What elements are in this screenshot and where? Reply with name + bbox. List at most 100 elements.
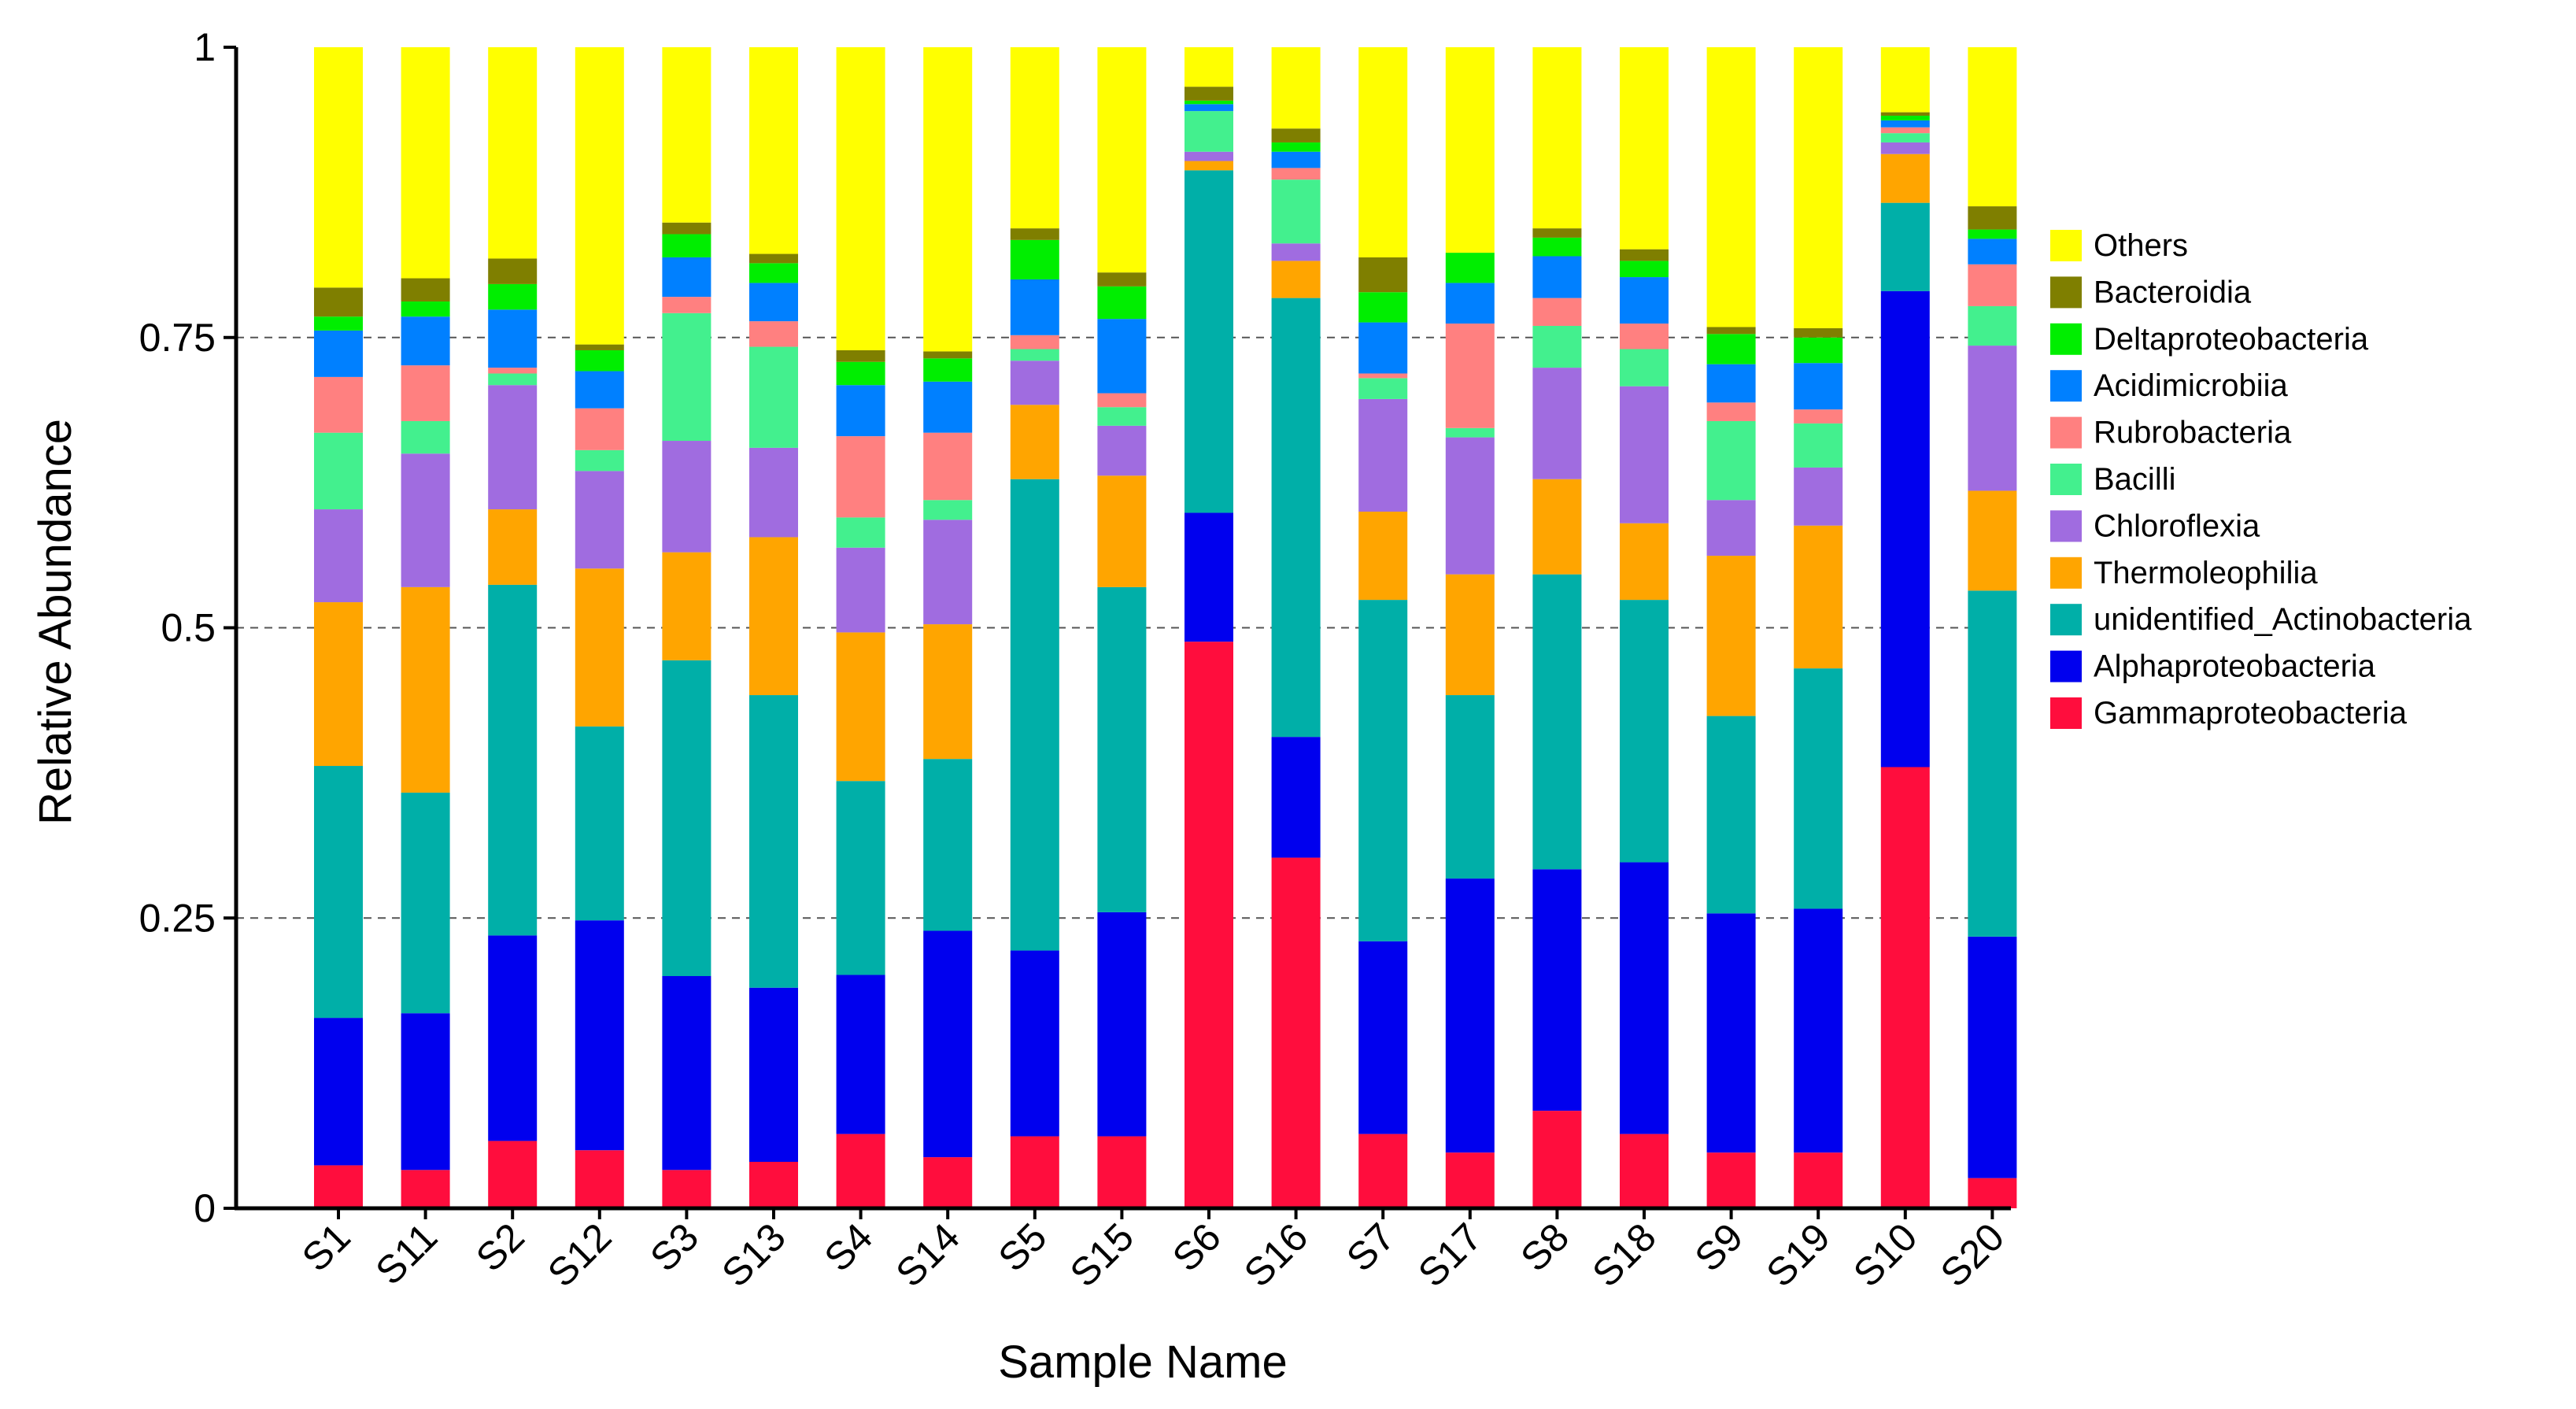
y-axis-title: Relative Abundance bbox=[30, 419, 81, 825]
x-tick-label-S10: S10 bbox=[1845, 1215, 1926, 1296]
bar-segment-S17-deltaproteobacteria bbox=[1445, 253, 1495, 283]
bar-segment-S7-gammaproteobacteria bbox=[1358, 1133, 1408, 1208]
bar-segment-S9-others bbox=[1706, 47, 1756, 327]
bar-segment-S18-rubrobacteria bbox=[1620, 324, 1669, 349]
bar-segment-S6-thermoleophilia bbox=[1185, 161, 1233, 171]
x-tick-label-S3: S3 bbox=[641, 1215, 707, 1280]
bar-segment-S8-bacilli bbox=[1532, 326, 1582, 368]
bar-segment-S5-thermoleophilia bbox=[1010, 405, 1059, 479]
bar-segment-S20-others bbox=[1968, 47, 2017, 207]
bar-stack-S20 bbox=[1968, 47, 2017, 1208]
legend-item-gammaproteobacteria: Gammaproteobacteria bbox=[2050, 696, 2408, 730]
bar-segment-S1-alphaproteobacteria bbox=[314, 1018, 363, 1166]
bar-segment-S17-gammaproteobacteria bbox=[1445, 1152, 1495, 1208]
bar-segment-S14-gammaproteobacteria bbox=[923, 1157, 973, 1208]
bar-segment-S15-alphaproteobacteria bbox=[1097, 912, 1147, 1137]
bar-segment-S4-alphaproteobacteria bbox=[836, 974, 885, 1134]
legend-item-acidimicrobiia: Acidimicrobiia bbox=[2050, 368, 2288, 403]
x-tick-label-S11: S11 bbox=[367, 1215, 445, 1293]
y-tick-label-0.25: 0.25 bbox=[139, 896, 216, 940]
bar-segment-S12-acidimicrobiia bbox=[575, 371, 624, 409]
bar-segment-S8-alphaproteobacteria bbox=[1532, 869, 1582, 1111]
bar-segment-S15-gammaproteobacteria bbox=[1097, 1136, 1147, 1208]
x-tick-label-S6: S6 bbox=[1164, 1215, 1229, 1280]
legend-label-others: Others bbox=[2094, 228, 2188, 263]
bar-segment-S2-thermoleophilia bbox=[488, 509, 538, 585]
legend-item-chloroflexia: Chloroflexia bbox=[2050, 508, 2260, 543]
bar-segment-S11-gammaproteobacteria bbox=[401, 1170, 450, 1208]
bar-segment-S13-bacilli bbox=[749, 346, 798, 448]
bar-segment-S3-bacteroidia bbox=[662, 222, 711, 235]
legend-item-bacteroidia: Bacteroidia bbox=[2050, 275, 2252, 309]
bar-segment-S12-thermoleophilia bbox=[575, 568, 624, 727]
bar-segment-S17-bacilli bbox=[1445, 427, 1495, 438]
bar-segment-S4-rubrobacteria bbox=[836, 436, 885, 518]
bar-segment-S15-acidimicrobiia bbox=[1097, 319, 1147, 394]
legend-item-alphaproteobacteria: Alphaproteobacteria bbox=[2050, 649, 2376, 684]
bar-segment-S6-chloroflexia bbox=[1185, 151, 1233, 161]
bar-segment-S14-deltaproteobacteria bbox=[923, 358, 973, 382]
bar-segment-S11-thermoleophilia bbox=[401, 586, 450, 793]
bar-segment-S7-others bbox=[1358, 47, 1408, 257]
bar-segment-S14-rubrobacteria bbox=[923, 432, 973, 501]
bar-segment-S20-bacilli bbox=[1968, 305, 2017, 346]
bar-segment-S16-unidentified_actinobacteria bbox=[1271, 298, 1321, 738]
bar-segment-S18-others bbox=[1620, 47, 1669, 250]
bar-stack-S4 bbox=[836, 47, 885, 1208]
bar-segment-S2-bacteroidia bbox=[488, 258, 538, 284]
bar-segment-S19-acidimicrobiia bbox=[1794, 363, 1843, 410]
bar-segment-S5-rubrobacteria bbox=[1010, 335, 1059, 349]
bar-segment-S20-alphaproteobacteria bbox=[1968, 936, 2017, 1178]
bar-segment-S18-chloroflexia bbox=[1620, 386, 1669, 523]
bar-segment-S1-bacteroidia bbox=[314, 287, 363, 317]
bar-segment-S16-thermoleophilia bbox=[1271, 261, 1321, 298]
x-tick-label-S8: S8 bbox=[1512, 1215, 1577, 1280]
bar-segment-S18-bacteroidia bbox=[1620, 249, 1669, 261]
legend-label-acidimicrobiia: Acidimicrobiia bbox=[2094, 368, 2288, 403]
bar-segment-S10-rubrobacteria bbox=[1880, 127, 1930, 134]
bar-segment-S3-unidentified_actinobacteria bbox=[662, 660, 711, 976]
bar-stack-S15 bbox=[1097, 47, 1147, 1208]
bar-segment-S1-unidentified_actinobacteria bbox=[314, 766, 363, 1019]
bar-segment-S19-thermoleophilia bbox=[1794, 525, 1843, 669]
bar-stack-S9 bbox=[1706, 47, 1756, 1208]
bar-stack-S7 bbox=[1358, 47, 1408, 1208]
bar-segment-S14-thermoleophilia bbox=[923, 624, 973, 760]
bar-segment-S15-bacilli bbox=[1097, 407, 1147, 426]
y-tick-label-0.5: 0.5 bbox=[161, 606, 216, 650]
bar-segment-S13-acidimicrobiia bbox=[749, 283, 798, 322]
x-tick-label-S15: S15 bbox=[1062, 1215, 1143, 1296]
bar-stack-S17 bbox=[1445, 47, 1495, 1208]
bar-segment-S10-others bbox=[1880, 47, 1930, 113]
bar-segment-S16-alphaproteobacteria bbox=[1271, 737, 1321, 858]
legend: Others Bacteroidia Deltaproteobacteria Acid… bbox=[2050, 228, 2472, 730]
x-tick-label-S9: S9 bbox=[1687, 1215, 1752, 1280]
bar-segment-S19-bacilli bbox=[1794, 423, 1843, 468]
bar-segment-S18-gammaproteobacteria bbox=[1620, 1133, 1669, 1208]
bar-segment-S7-bacilli bbox=[1358, 378, 1408, 399]
bar-segment-S17-rubrobacteria bbox=[1445, 324, 1495, 428]
bar-segment-S3-rubrobacteria bbox=[662, 297, 711, 313]
legend-label-unidentified_actinobacteria: unidentified_Actinobacteria bbox=[2094, 602, 2472, 637]
bar-segment-S4-others bbox=[836, 47, 885, 350]
bar-segment-S5-chloroflexia bbox=[1010, 361, 1059, 405]
bar-segment-S19-chloroflexia bbox=[1794, 467, 1843, 526]
legend-swatch-chloroflexia bbox=[2050, 510, 2082, 542]
bar-segment-S15-rubrobacteria bbox=[1097, 393, 1147, 408]
x-tick-label-S7: S7 bbox=[1338, 1215, 1403, 1280]
bar-segment-S16-rubrobacteria bbox=[1271, 168, 1321, 180]
bars bbox=[314, 47, 2017, 1208]
bar-segment-S16-chloroflexia bbox=[1271, 243, 1321, 261]
bar-segment-S1-gammaproteobacteria bbox=[314, 1165, 363, 1208]
bar-stack-S14 bbox=[923, 47, 973, 1208]
bar-segment-S19-others bbox=[1794, 47, 1843, 328]
bar-segment-S18-thermoleophilia bbox=[1620, 523, 1669, 601]
bar-segment-S14-bacteroidia bbox=[923, 351, 973, 359]
bar-segment-S18-deltaproteobacteria bbox=[1620, 261, 1669, 278]
bar-segment-S1-others bbox=[314, 47, 363, 288]
bar-segment-S9-rubrobacteria bbox=[1706, 402, 1756, 421]
bar-segment-S4-unidentified_actinobacteria bbox=[836, 781, 885, 975]
bar-segment-S15-others bbox=[1097, 47, 1147, 273]
bar-segment-S16-bacilli bbox=[1271, 179, 1321, 244]
